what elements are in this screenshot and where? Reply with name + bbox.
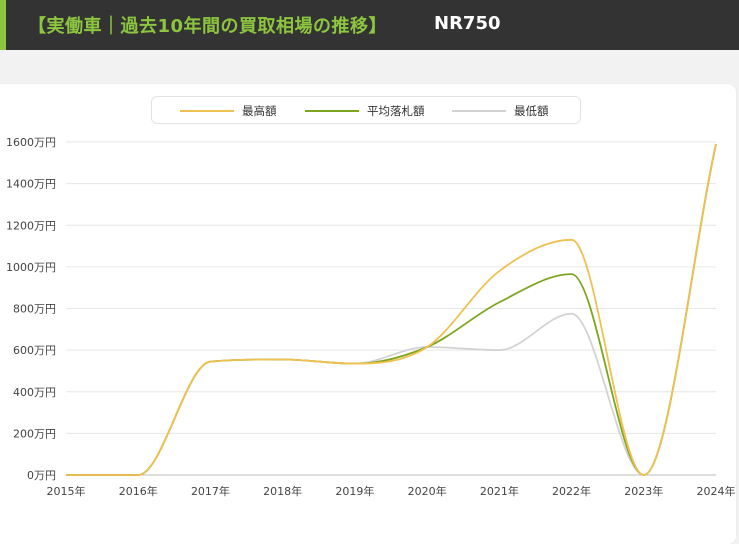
y-tick-label: 1200万円 <box>6 219 56 232</box>
y-tick-label: 600万円 <box>13 344 56 357</box>
x-tick-label: 2023年 <box>624 484 663 498</box>
chart-legend: 最高額 平均落札額 最低額 <box>151 96 581 124</box>
x-tick-label: 2019年 <box>335 484 374 498</box>
price-trend-chart: 0万円 200万円 400万円 600万円 800万円 1000万円 1200万円 1400万… <box>6 136 736 498</box>
y-tick-label: 1400万円 <box>6 178 56 191</box>
x-tick-label: 2020年 <box>408 484 447 498</box>
x-tick-label: 2017年 <box>191 484 230 498</box>
legend-swatch-average <box>305 110 359 112</box>
x-tick-label: 2021年 <box>480 484 519 498</box>
y-tick-label: 400万円 <box>13 386 56 399</box>
chart-series <box>65 143 717 476</box>
model-name: NR750 <box>434 13 501 34</box>
x-tick-label: 2018年 <box>263 484 302 498</box>
series-line-min <box>65 143 717 476</box>
page-title: 【実働車｜過去10年間の買取相場の推移】 <box>28 16 388 37</box>
y-tick-label: 1600万円 <box>6 136 56 149</box>
x-tick-label: 2016年 <box>119 484 158 498</box>
y-tick-label: 1000万円 <box>6 261 56 274</box>
y-axis: 0万円 200万円 400万円 600万円 800万円 1000万円 1200万円 1400万… <box>6 136 56 482</box>
chart-card <box>0 84 736 544</box>
chart-gridlines <box>66 141 716 476</box>
page-header: 【実働車｜過去10年間の買取相場の推移】 NR750 <box>0 0 739 50</box>
y-tick-label: 200万円 <box>13 427 56 440</box>
series-line-max <box>65 143 717 476</box>
legend-label-average: 平均落札額 <box>367 104 425 118</box>
legend-label-min: 最低額 <box>514 104 549 118</box>
x-tick-label: 2015年 <box>47 484 86 498</box>
x-tick-label: 2024年 <box>697 484 736 498</box>
legend-swatch-min <box>452 110 506 112</box>
series-line-average <box>65 143 717 476</box>
x-tick-label: 2022年 <box>552 484 591 498</box>
legend-swatch-max <box>180 110 234 112</box>
y-tick-label: 0万円 <box>27 469 56 482</box>
x-axis: 2015年 2016年 2017年 2018年 2019年 2020年 2021年 2022年… <box>47 484 736 498</box>
y-tick-label: 800万円 <box>13 303 56 316</box>
legend-label-max: 最高額 <box>242 104 277 118</box>
